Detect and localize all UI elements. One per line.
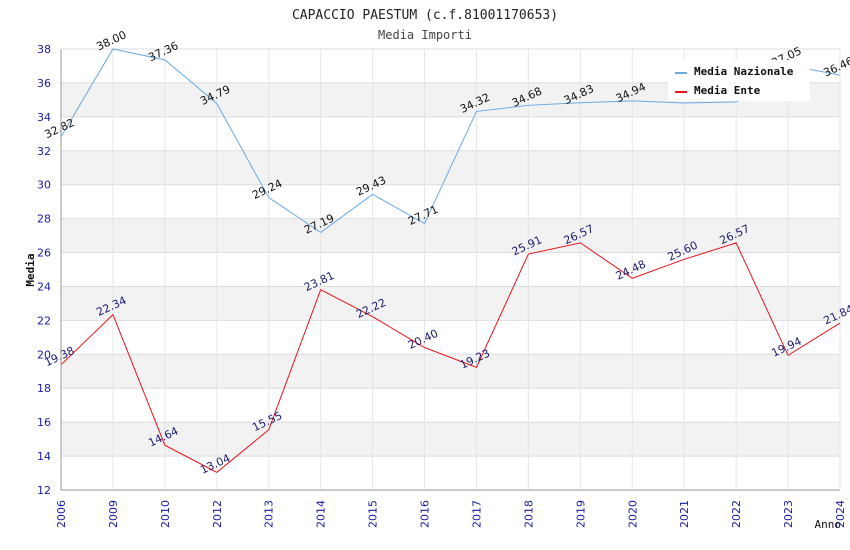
x-axis-label: Anno [815, 518, 842, 531]
y-tick-label: 22 [37, 314, 51, 327]
data-label: 20.40 [406, 327, 440, 352]
data-label: 37.36 [146, 39, 180, 64]
x-tick-label: 2006 [55, 500, 68, 528]
y-tick-label: 18 [37, 382, 51, 395]
data-label: 24.48 [614, 258, 648, 283]
data-label: 36.46 [821, 54, 850, 79]
x-tick-label: 2015 [367, 500, 380, 528]
grid-bands [61, 82, 840, 457]
y-tick-label: 24 [37, 280, 51, 293]
chart-subtitle: Media Importi [378, 28, 472, 42]
y-axis-label: Media [24, 253, 37, 286]
chart-title: CAPACCIO PAESTUM (c.f.81001170653) [292, 8, 558, 23]
data-label: 38.00 [94, 28, 128, 53]
y-tick-label: 14 [37, 450, 51, 463]
y-tick-label: 36 [37, 77, 51, 90]
grid-band [61, 354, 840, 389]
x-tick-label: 2018 [522, 500, 535, 528]
grid-band [61, 422, 840, 457]
y-tick-label: 34 [37, 111, 51, 124]
x-tick-label: 2024 [834, 500, 847, 528]
x-tick-label: 2014 [315, 500, 328, 528]
x-tick-label: 2009 [107, 500, 120, 528]
y-tick-label: 30 [37, 179, 51, 192]
series-line-ente [60, 242, 841, 473]
x-tick-label: 2010 [159, 500, 172, 528]
x-tick-labels: 2006 2009 2010 2012 2013 2014 2015 2016 2017 2018… [55, 500, 847, 528]
y-tick-label: 12 [37, 484, 51, 497]
legend-entry-nazionale: Media Nazionale [694, 65, 794, 78]
grid-band [61, 286, 840, 321]
legend-background [668, 60, 810, 101]
series-line-nazionale [60, 48, 841, 233]
y-tick-label: 28 [37, 213, 51, 226]
x-tick-label: 2017 [470, 500, 483, 528]
axes [60, 49, 840, 491]
legend-entry-ente: Media Ente [694, 84, 761, 97]
y-tick-label: 16 [37, 416, 51, 429]
x-tick-label: 2019 [574, 500, 587, 528]
series-lines [60, 48, 841, 473]
x-tick-label: 2012 [211, 500, 224, 528]
y-tick-label: 26 [37, 247, 51, 260]
grid-lines [60, 48, 841, 491]
y-tick-labels: 12 14 16 18 20 22 24 26 28 30 32 34 36 38 [37, 43, 51, 497]
x-tick-label: 2013 [263, 500, 276, 528]
y-tick-label: 32 [37, 145, 51, 158]
x-tick-label: 2022 [730, 500, 743, 528]
y-tick-label: 38 [37, 43, 51, 56]
grid-band [61, 218, 840, 253]
legend: Media Nazionale Media Ente [668, 60, 810, 101]
x-tick-label: 2016 [419, 500, 432, 528]
y-tick-label: 20 [37, 348, 51, 361]
x-tick-label: 2020 [626, 500, 639, 528]
x-tick-label: 2021 [678, 500, 691, 528]
x-tick-label: 2023 [782, 500, 795, 528]
